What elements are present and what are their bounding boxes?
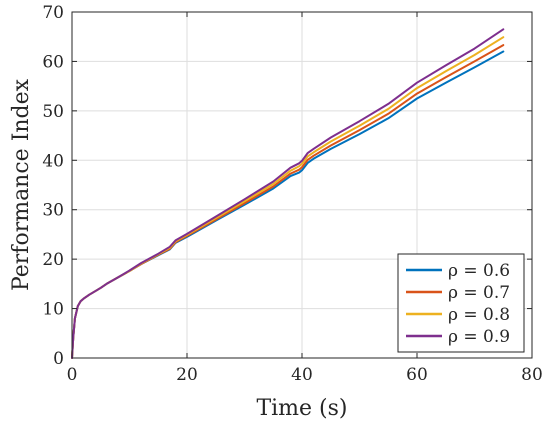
legend-entry: ρ = 0.8: [448, 305, 510, 325]
series-line: [71, 28, 505, 359]
x-tick-label: 60: [406, 365, 428, 385]
y-axis-label: Performance Index: [9, 78, 34, 291]
x-axis-label: Time (s): [256, 396, 347, 421]
legend: ρ = 0.6ρ = 0.7ρ = 0.8ρ = 0.9: [397, 253, 525, 353]
y-tick-label: 40: [42, 151, 64, 171]
series-lines: [71, 28, 505, 359]
x-tick-label: 20: [176, 365, 198, 385]
y-tick-label: 60: [42, 52, 64, 72]
legend-entry: ρ = 0.7: [448, 283, 510, 303]
y-tick-label: 0: [53, 349, 64, 369]
y-tick-label: 30: [42, 201, 64, 221]
y-tick-label: 50: [42, 102, 64, 122]
y-tick-label: 70: [42, 3, 64, 23]
x-tick-label: 0: [67, 365, 78, 385]
legend-entry: ρ = 0.9: [448, 327, 510, 347]
y-tick-label: 10: [42, 300, 64, 320]
x-tick-label: 80: [521, 365, 543, 385]
legend-entry: ρ = 0.6: [448, 261, 510, 281]
x-tick-label: 40: [291, 365, 313, 385]
y-tick-label: 20: [42, 250, 64, 270]
axis-ticks: 0 20 40 60 80 0 10 20 30 40 50 60 70: [42, 3, 542, 385]
